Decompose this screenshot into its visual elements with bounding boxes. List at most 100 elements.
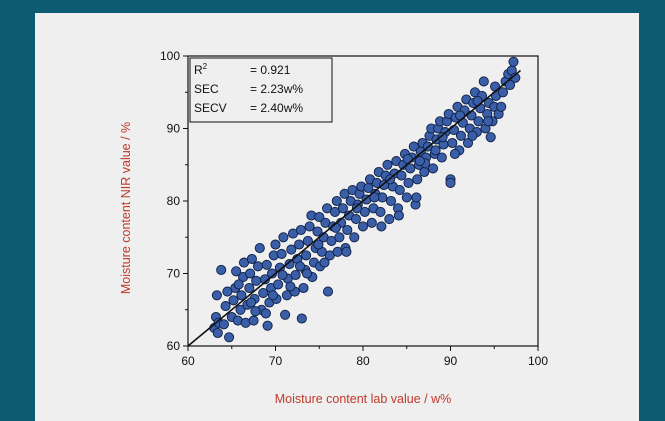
data-point <box>496 101 507 112</box>
data-point <box>314 211 325 223</box>
data-point <box>430 145 441 156</box>
data-point <box>301 268 313 279</box>
data-point <box>216 264 227 275</box>
data-point <box>218 319 229 330</box>
stat-label: SECV <box>194 101 227 115</box>
data-point <box>396 170 407 181</box>
data-point <box>462 137 474 149</box>
data-point <box>369 192 380 203</box>
data-point <box>447 137 458 149</box>
data-point <box>294 261 306 272</box>
y-tick-label: 80 <box>167 194 181 208</box>
data-point <box>342 224 353 236</box>
data-point <box>350 214 362 225</box>
data-point <box>467 130 478 141</box>
data-point <box>437 132 448 143</box>
data-point <box>270 239 281 250</box>
data-point <box>382 159 393 170</box>
data-point <box>334 232 345 243</box>
data-point <box>385 195 397 207</box>
data-point <box>284 259 295 270</box>
data-point <box>304 221 315 232</box>
x-tick-label: 100 <box>528 354 548 368</box>
data-point <box>280 309 291 320</box>
scatter-chart: Moisture content NIR value / % Moisture … <box>119 49 548 406</box>
data-point <box>235 304 246 315</box>
data-point <box>224 332 235 343</box>
data-point <box>261 259 272 270</box>
data-point <box>349 232 360 243</box>
data-point <box>285 281 296 292</box>
data-point <box>236 290 247 301</box>
data-point <box>394 185 405 196</box>
data-point <box>290 269 301 281</box>
data-point <box>211 290 222 301</box>
data-point <box>445 177 456 188</box>
data-point <box>233 279 244 290</box>
x-tick-label: 90 <box>444 354 458 368</box>
data-point <box>246 253 257 265</box>
data-point <box>405 163 416 174</box>
data-point <box>295 224 306 236</box>
data-point <box>231 266 242 277</box>
data-point <box>228 295 239 306</box>
data-point <box>412 174 423 185</box>
data-point <box>278 232 289 243</box>
data-point <box>301 250 312 261</box>
data-point <box>294 239 305 250</box>
data-point <box>298 282 309 294</box>
axes: 60 70 80 90 100 60 70 80 90 100 <box>160 49 548 368</box>
data-point <box>351 203 362 214</box>
data-point <box>376 221 387 232</box>
x-tick-label: 80 <box>356 354 370 368</box>
y-tick-label: 60 <box>167 339 181 353</box>
stat-label: SEC <box>194 82 219 96</box>
data-point <box>248 315 259 326</box>
data-point <box>286 244 297 255</box>
data-point <box>419 166 430 178</box>
data-point <box>341 246 352 257</box>
data-point <box>455 130 467 141</box>
data-point <box>273 279 284 290</box>
data-point <box>337 203 348 214</box>
stat-value: = 0.921 <box>250 63 291 77</box>
data-point <box>260 308 271 319</box>
x-tick-label: 70 <box>269 354 283 368</box>
data-point <box>302 235 313 246</box>
data-point <box>276 248 287 259</box>
data-points <box>209 56 521 343</box>
stat-value: = 2.40w% <box>250 101 303 115</box>
data-point <box>427 163 439 174</box>
y-tick-label: 90 <box>167 122 181 136</box>
data-point <box>296 313 307 324</box>
data-point <box>478 76 489 87</box>
y-axis-title: Moisture content NIR value / % <box>119 122 133 294</box>
y-tick-label: 70 <box>167 267 181 281</box>
data-point <box>408 141 419 152</box>
chart-panel: Moisture content NIR value / % Moisture … <box>35 13 639 421</box>
data-point <box>449 148 460 159</box>
data-point <box>393 210 404 221</box>
data-point <box>366 217 377 228</box>
data-point <box>473 116 484 127</box>
data-point <box>251 275 262 286</box>
stat-value: = 2.23w% <box>250 82 303 96</box>
data-point <box>245 268 256 279</box>
x-tick-label: 60 <box>181 354 195 368</box>
data-point <box>497 87 509 98</box>
stats-box-frame <box>189 57 333 123</box>
data-point <box>212 327 223 339</box>
data-point <box>331 195 342 207</box>
data-point <box>252 261 264 272</box>
data-point <box>319 257 330 268</box>
fit-line <box>187 69 522 347</box>
data-point <box>312 226 323 237</box>
data-point <box>267 290 278 301</box>
data-point <box>245 297 257 308</box>
data-point <box>401 192 412 203</box>
data-point <box>244 282 255 294</box>
data-point <box>254 243 265 254</box>
data-point <box>403 177 414 188</box>
data-point <box>322 286 334 297</box>
